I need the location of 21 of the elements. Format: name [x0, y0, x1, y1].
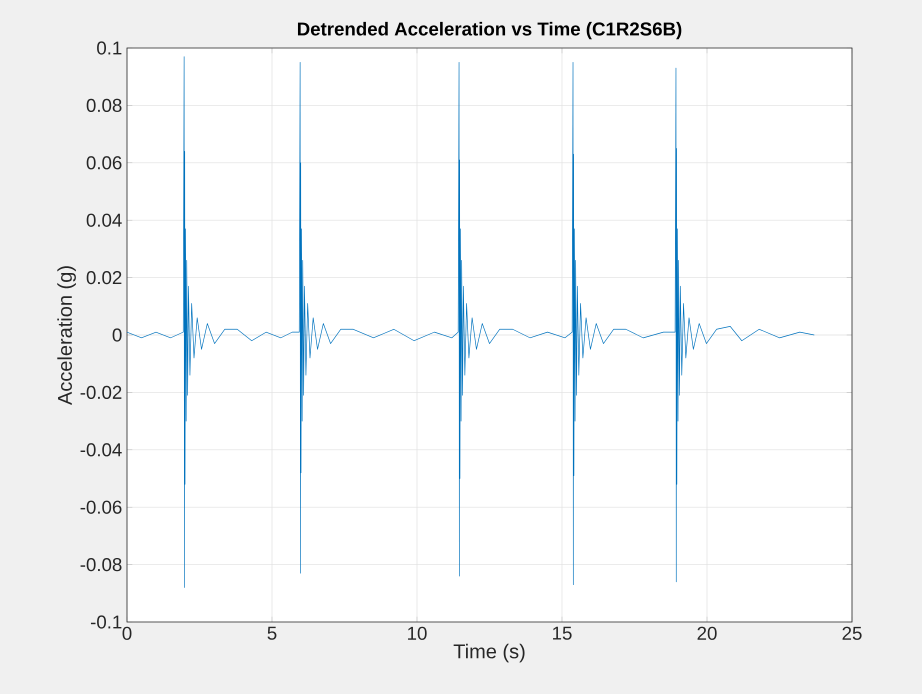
y-axis-title: Acceleration (g): [57, 266, 76, 405]
chart-title: Detrended Acceleration vs Time (C1R2S6B): [298, 22, 682, 40]
y-tick-label: -0.08: [80, 558, 122, 572]
x-tick-label: 5: [268, 626, 276, 640]
x-axis-title: Time (s): [454, 644, 525, 662]
y-tick-label: 0.04: [86, 214, 122, 227]
y-tick-label: 0.06: [86, 156, 122, 170]
y-tick-label: 0.08: [86, 98, 122, 112]
y-tick-label: -0.1: [90, 615, 122, 629]
y-tick-label: 0: [112, 328, 122, 342]
x-tick-label: 25: [842, 626, 862, 640]
y-tick-label: 0.1: [97, 41, 122, 55]
x-tick-label: 15: [553, 626, 572, 640]
y-tick-label: 0.02: [86, 270, 122, 284]
line-series: [127, 56, 815, 588]
y-tick-label: -0.02: [80, 386, 122, 400]
x-tick-label: 10: [408, 626, 427, 640]
y-tick-label: -0.06: [80, 500, 122, 514]
y-tick-label: -0.04: [80, 443, 122, 456]
x-tick-label: 20: [698, 626, 717, 640]
x-tick-label: 0: [122, 626, 132, 640]
